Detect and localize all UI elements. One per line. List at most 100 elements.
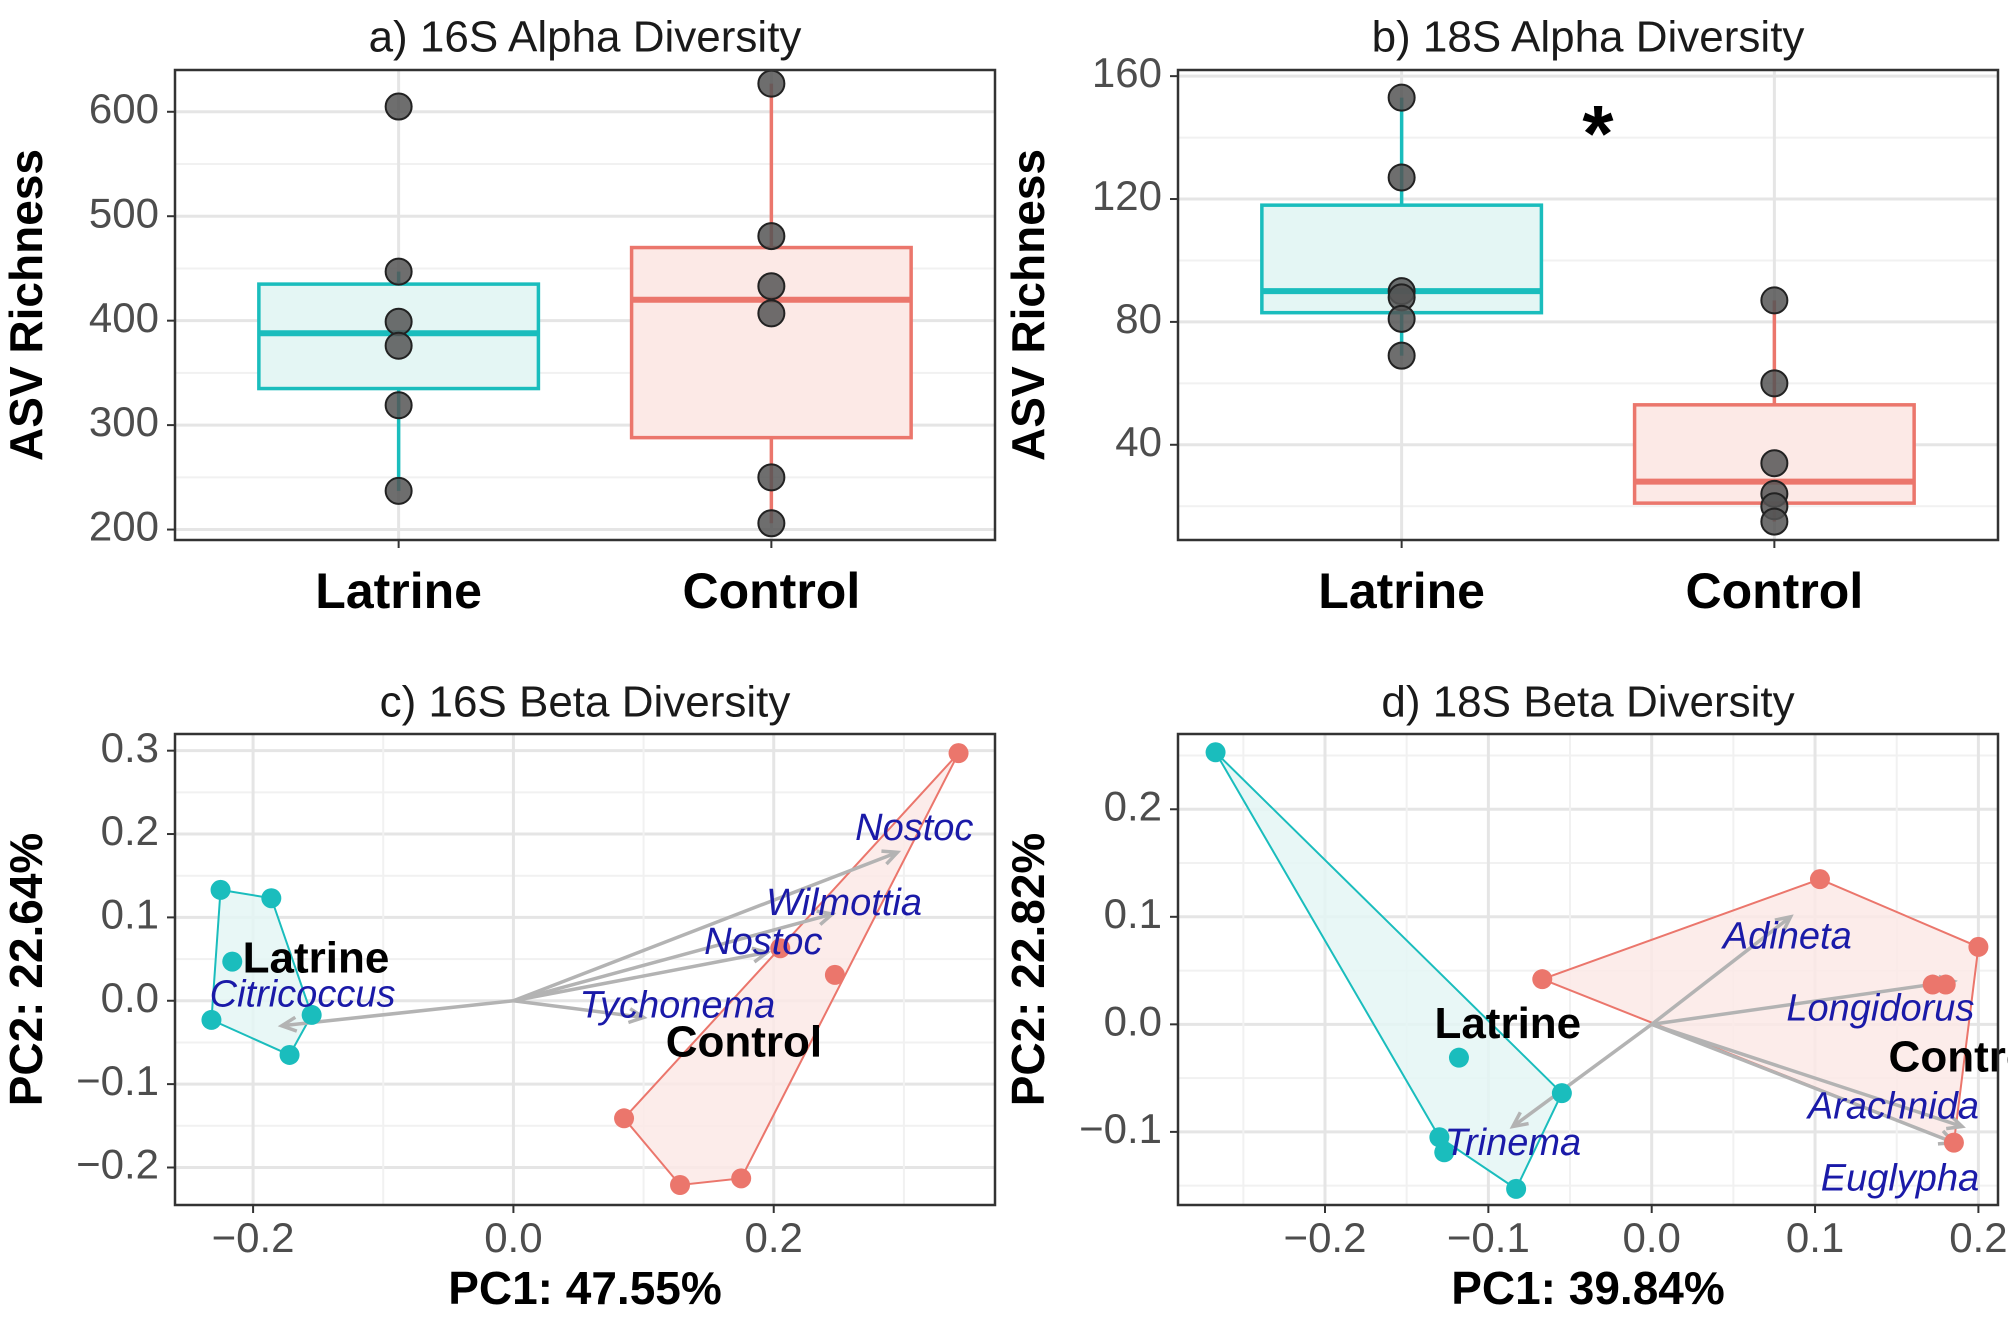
x-tick-label: −0.1	[1447, 1214, 1530, 1261]
data-point	[1760, 449, 1789, 478]
group-label: Latrine	[1434, 999, 1581, 1048]
taxon-label: Longidorus	[1786, 987, 1974, 1029]
y-tick-label: −0.1	[1079, 1105, 1162, 1152]
panel-border	[173, 68, 997, 542]
y-axis-label: PC2: 22.64%	[0, 833, 52, 1107]
data-point	[1387, 83, 1416, 112]
x-category-label: Latrine	[1318, 563, 1485, 619]
panel-title: b) 18S Alpha Diversity	[1372, 13, 1805, 62]
taxon-label: Nostoc	[855, 807, 973, 849]
arrow-head	[881, 849, 902, 866]
data-point	[1551, 1083, 1572, 1104]
data-point	[757, 463, 786, 492]
gridlines	[175, 734, 995, 1205]
panel-d: d) 18S Beta Diversity −0.1 0.0 0.1 0.2 PC2: 2…	[1002, 678, 2008, 1314]
panel-border	[173, 732, 997, 1207]
data-point	[1448, 1047, 1469, 1068]
data-point	[731, 1168, 752, 1189]
group-label: Control	[1889, 1032, 2008, 1081]
loading-arrow	[513, 950, 768, 1003]
loading-arrow	[1651, 1022, 1963, 1129]
significance-star: *	[1582, 89, 1614, 178]
x-category-label: Control	[1685, 563, 1863, 619]
panel-title: c) 16S Beta Diversity	[380, 678, 791, 727]
y-tick-label: 0.0	[1104, 997, 1162, 1044]
data-point	[757, 222, 786, 251]
y-tick-label: 40	[1115, 418, 1162, 465]
loading-arrow	[512, 850, 899, 1003]
y-tick-label: 0.2	[1104, 782, 1162, 829]
taxon-label: Citricoccus	[210, 974, 396, 1016]
data-point	[210, 879, 231, 900]
y-tick-label: 120	[1092, 172, 1162, 219]
data-point	[1387, 163, 1416, 192]
taxon-label: Wilmottia	[766, 882, 922, 924]
data-point	[384, 92, 413, 121]
data-point	[1760, 286, 1789, 315]
data-point	[757, 299, 786, 328]
x-axis-label: PC1: 39.84%	[1451, 1262, 1725, 1314]
panel-a: a) 16S Alpha Diversity 200 300 400 500 600 ASV…	[0, 13, 997, 619]
x-tick-label: −0.2	[1284, 1214, 1367, 1261]
data-point	[384, 331, 413, 360]
data-point	[301, 1004, 322, 1025]
y-axis-label: ASV Richness	[1002, 149, 1054, 461]
data-point	[384, 257, 413, 286]
boxplot-latrine	[257, 271, 541, 491]
y-tick-label: −0.2	[76, 1141, 159, 1188]
data-point	[757, 69, 786, 98]
data-point	[770, 938, 791, 959]
y-tick-label: 0.2	[101, 807, 159, 854]
x-tick-label: 0.0	[484, 1214, 542, 1261]
data-point	[1205, 742, 1226, 763]
loading-arrow	[512, 912, 833, 1003]
y-tick-label: 80	[1115, 295, 1162, 342]
y-axis-label: PC2: 22.82%	[1002, 833, 1054, 1107]
loading-arrow	[513, 999, 644, 1020]
y-tick-label: 200	[89, 503, 159, 550]
panel-title: a) 16S Alpha Diversity	[369, 13, 802, 62]
data-point	[948, 743, 969, 764]
panel-c: c) 16S Beta Diversity −0.2 −0.1 0.0 0.1 0.2 0.…	[0, 678, 997, 1314]
x-category-label: Latrine	[315, 563, 482, 619]
taxon-label: Adineta	[1721, 915, 1852, 957]
data-point	[1922, 974, 1943, 995]
panel-border	[1176, 732, 2000, 1207]
data-point	[670, 1174, 691, 1195]
x-category-label: Control	[682, 563, 860, 619]
loading-arrow	[1511, 1022, 1653, 1128]
data-point	[1943, 1132, 1964, 1153]
y-tick-label: 600	[89, 85, 159, 132]
data-point	[1532, 969, 1553, 990]
data-point	[201, 1009, 222, 1030]
data-point	[222, 951, 243, 972]
data-point	[1760, 507, 1789, 536]
arrow-head	[816, 909, 837, 926]
group-label: Latrine	[243, 933, 390, 982]
arrow-head	[1945, 1114, 1966, 1131]
panel-b: b) 18S Alpha Diversity 40 80 120 160 ASV Rich…	[1002, 13, 2000, 619]
y-tick-label: 0.3	[101, 724, 159, 771]
data-point	[279, 1044, 300, 1065]
panel-title: d) 18S Beta Diversity	[1381, 678, 1794, 727]
panel-border	[1176, 68, 2000, 542]
loading-arrow	[1651, 1022, 1955, 1145]
x-tick-label: 0.0	[1623, 1214, 1681, 1261]
loading-arrow	[1650, 915, 1792, 1026]
data-point	[384, 476, 413, 505]
x-tick-label: 0.2	[745, 1214, 803, 1261]
data-point	[384, 391, 413, 420]
y-tick-label: 0.0	[101, 974, 159, 1021]
data-point	[757, 272, 786, 301]
y-axis-label: ASV Richness	[0, 149, 52, 461]
arrow-head	[627, 1007, 648, 1025]
arrow-head	[1509, 1111, 1529, 1129]
y-tick-label: 0.1	[101, 890, 159, 937]
y-tick-label: 160	[1092, 49, 1162, 96]
data-point	[1760, 369, 1789, 398]
taxon-label: Nostoc	[704, 921, 822, 963]
x-tick-label: −0.2	[212, 1214, 295, 1261]
data-point	[1387, 341, 1416, 370]
arrow-head	[751, 946, 772, 964]
